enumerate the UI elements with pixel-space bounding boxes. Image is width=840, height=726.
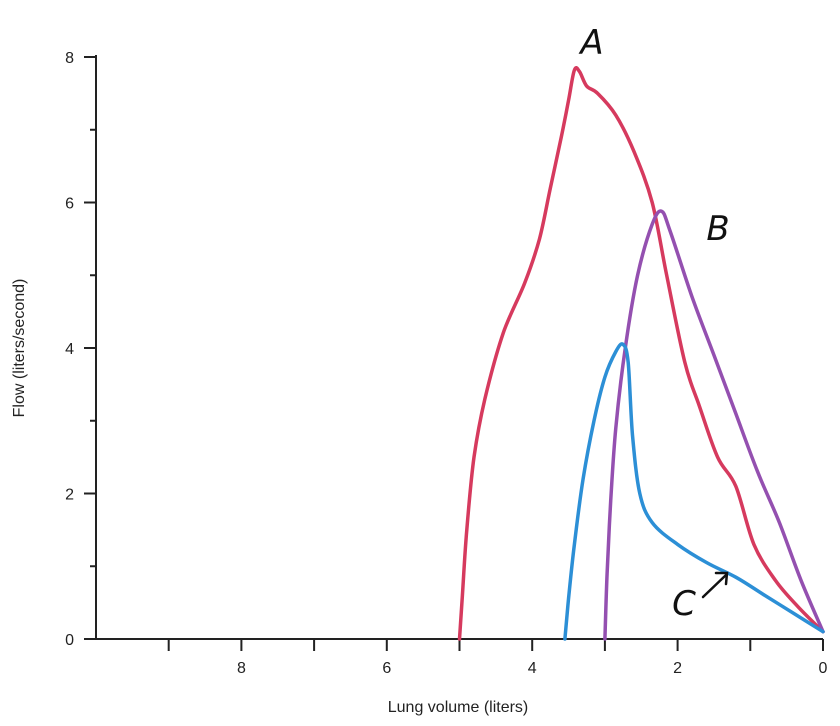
series-layer: [457, 65, 825, 641]
curve-labels: A B C: [578, 23, 729, 624]
x-tick-label: 6: [382, 660, 391, 677]
y-tick-label: 2: [65, 487, 74, 504]
curve-label-b: B: [706, 209, 729, 249]
x-tick-label: 0: [819, 660, 828, 677]
x-tick-label: 2: [673, 660, 682, 677]
y-axis-title: Flow (liters/second): [11, 279, 28, 418]
x-axis-title: Lung volume (liters): [388, 699, 529, 716]
x-tick-label: 8: [237, 660, 246, 677]
series-line-a: [457, 65, 825, 641]
x-tick-label: 4: [528, 660, 537, 677]
curve-label-a: A: [578, 23, 603, 63]
y-tick-label: 0: [65, 632, 74, 649]
y-tick-label: 8: [65, 50, 74, 67]
series-line-b: [603, 209, 825, 641]
curve-label-c: C: [672, 584, 696, 624]
y-tick-label: 4: [65, 341, 74, 358]
curve-c-pointer-arrow: [701, 571, 729, 599]
axes: [95, 55, 823, 640]
ticks: 0 2 4 6 8 8 6 4 2 0: [65, 50, 827, 677]
series-line-c: [563, 342, 825, 641]
y-tick-label: 6: [65, 196, 74, 213]
